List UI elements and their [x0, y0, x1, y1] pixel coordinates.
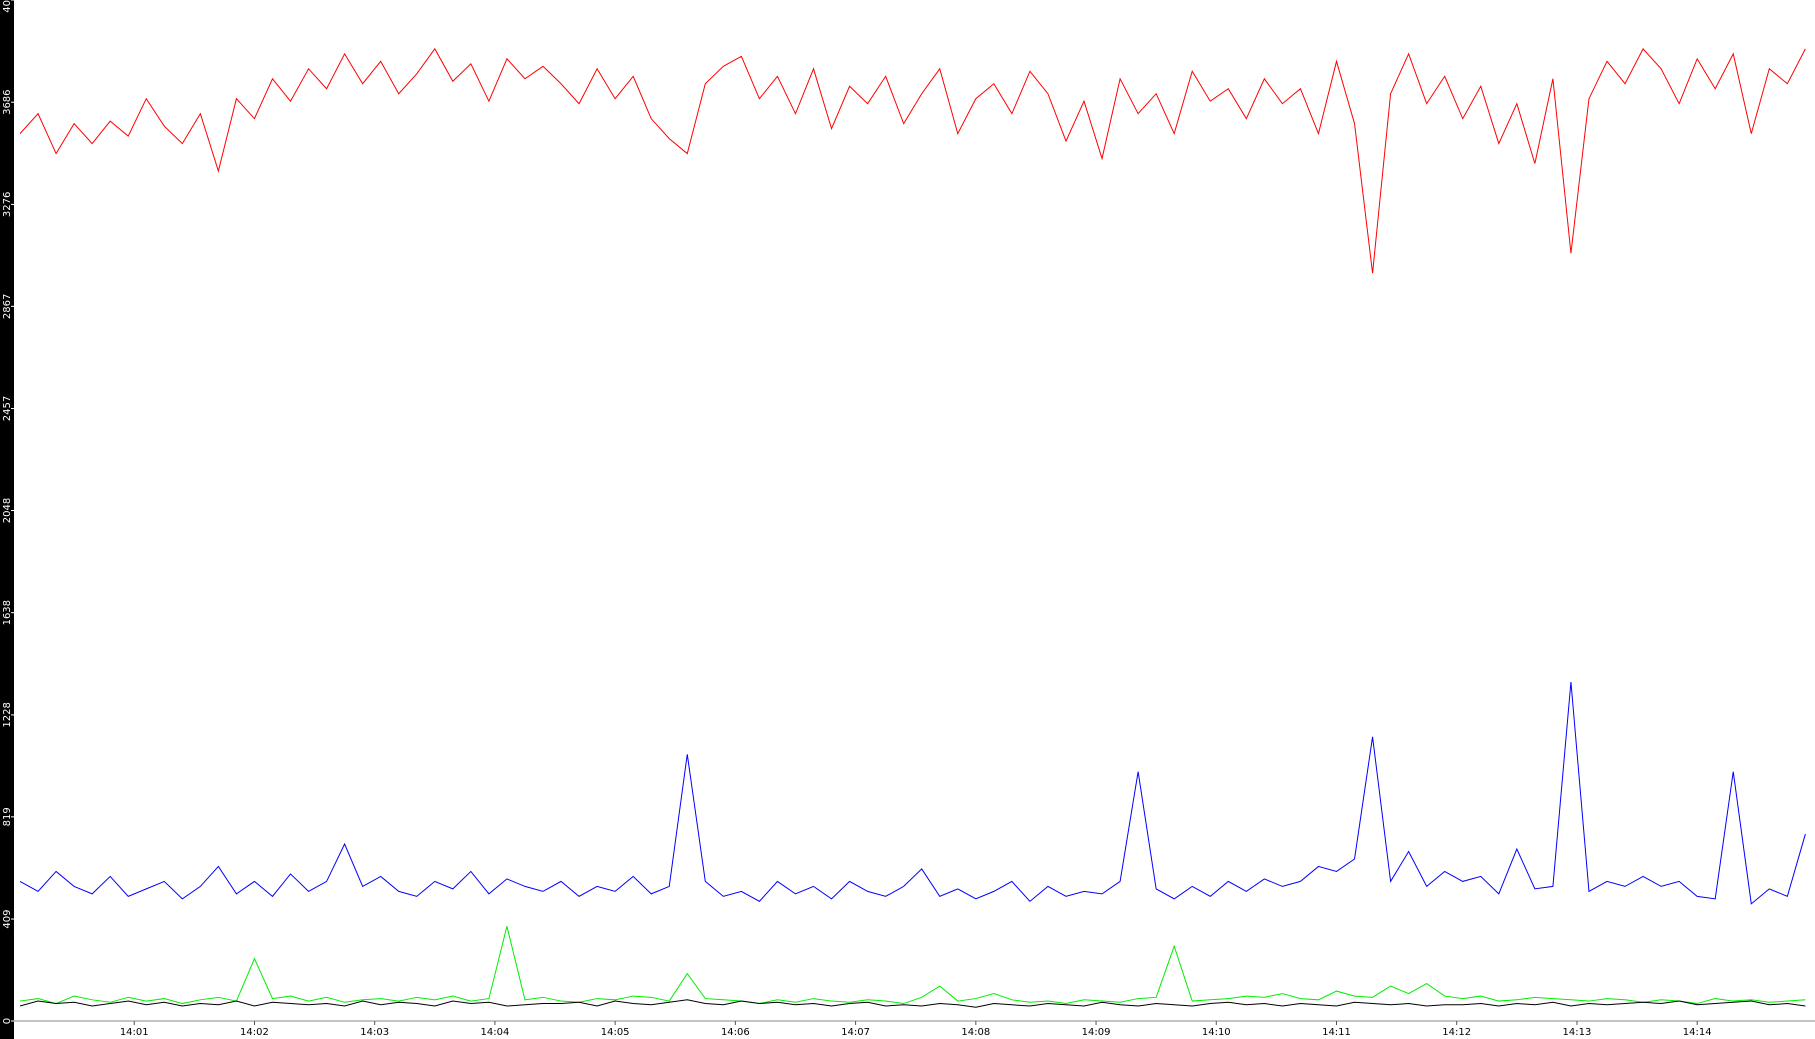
y-tick-label: 1228: [2, 702, 13, 727]
x-tick-label: 14:07: [841, 1027, 870, 1038]
y-tick-label: 3276: [2, 192, 13, 217]
series-line: [19, 47, 1806, 274]
y-tick-label: 1638: [2, 600, 13, 625]
x-tick-label: 14:04: [480, 1027, 509, 1038]
y-tick-label: 2457: [2, 396, 13, 421]
x-tick-label: 14:10: [1202, 1027, 1231, 1038]
x-tick-label: 14:01: [120, 1027, 149, 1038]
x-tick-label: 14:06: [721, 1027, 750, 1038]
y-tick-label: 819: [2, 807, 13, 826]
x-tick-label: 14:12: [1442, 1027, 1471, 1038]
x-tick-label: 14:14: [1683, 1027, 1712, 1038]
y-tick-label: 3686: [2, 89, 13, 114]
x-tick-label: 14:05: [601, 1027, 630, 1038]
x-tick-label: 14:13: [1563, 1027, 1592, 1038]
x-tick-label: 14:09: [1082, 1027, 1111, 1038]
y-axis-strip: [0, 0, 14, 1039]
x-tick-label: 14:03: [360, 1027, 389, 1038]
y-tick-label: 0: [2, 1018, 13, 1024]
y-tick-label: 409: [2, 910, 13, 929]
series-line: [19, 681, 1806, 905]
x-tick-label: 14:02: [240, 1027, 269, 1038]
series-line: [19, 926, 1806, 1005]
x-tick-label: 14:11: [1322, 1027, 1351, 1038]
y-tick-label: 2048: [2, 498, 13, 523]
series-line: [19, 999, 1806, 1008]
x-tick-label: 14:08: [961, 1027, 990, 1038]
y-tick-label: 4096: [2, 0, 13, 13]
y-tick-label: 2867: [2, 294, 13, 319]
